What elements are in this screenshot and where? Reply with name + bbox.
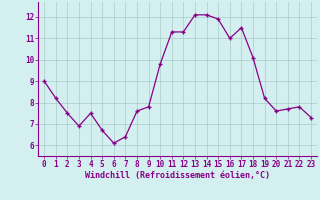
X-axis label: Windchill (Refroidissement éolien,°C): Windchill (Refroidissement éolien,°C) xyxy=(85,171,270,180)
